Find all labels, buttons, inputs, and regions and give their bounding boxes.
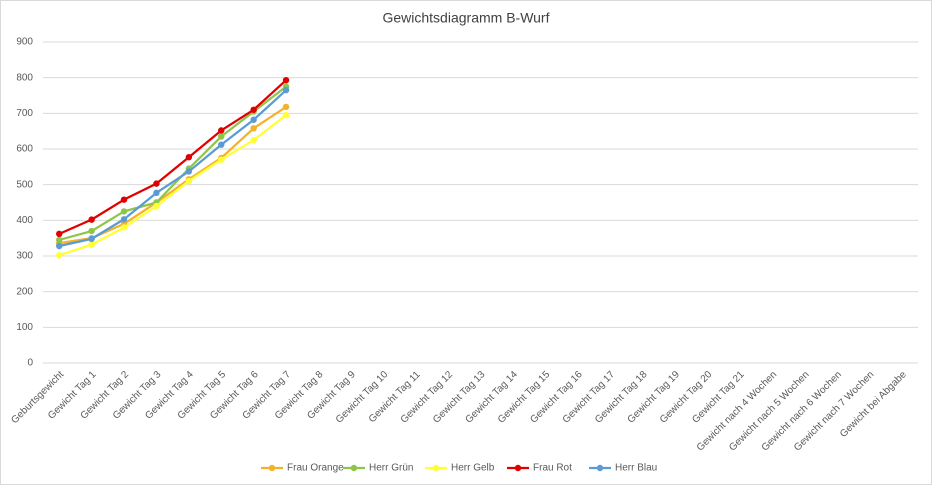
data-point	[250, 136, 257, 144]
legend-marker	[432, 464, 440, 472]
data-point	[56, 242, 63, 250]
y-tick-label: 500	[16, 179, 33, 190]
y-tick-label: 0	[27, 358, 33, 369]
data-point	[185, 168, 193, 175]
y-tick-label: 800	[16, 72, 33, 83]
data-point	[250, 116, 257, 123]
y-tick-label: 700	[16, 108, 33, 119]
y-tick-label: 400	[16, 215, 33, 226]
legend-marker	[350, 464, 358, 472]
data-point	[218, 156, 225, 163]
y-tick-label: 100	[16, 322, 33, 333]
legend-marker	[596, 464, 604, 472]
data-point	[218, 141, 225, 148]
data-point	[153, 202, 160, 210]
data-point	[153, 189, 160, 197]
y-tick-label: 600	[16, 144, 33, 155]
legend-label: Herr Gelb	[451, 463, 495, 474]
y-tick-label: 300	[16, 251, 33, 262]
data-point	[282, 86, 290, 94]
y-tick-label: 200	[16, 286, 33, 297]
legend-marker	[268, 464, 276, 472]
data-point	[282, 103, 290, 111]
data-point	[120, 208, 128, 215]
data-point	[218, 127, 225, 134]
legend-label: Frau Rot	[533, 463, 572, 474]
chart-title: Gewichtsdiagramm B-Wurf	[382, 10, 549, 26]
data-point	[120, 224, 128, 231]
data-point	[218, 133, 225, 140]
legend-label: Frau Orange	[287, 463, 344, 474]
data-point	[88, 216, 95, 223]
y-tick-label: 900	[16, 37, 33, 48]
series-line	[58, 89, 287, 248]
legend-label: Herr Grün	[369, 463, 413, 474]
data-point	[250, 106, 257, 113]
data-point	[120, 216, 128, 223]
data-point	[88, 235, 95, 243]
legend-marker	[514, 464, 522, 472]
series-line	[58, 114, 287, 257]
data-point	[88, 227, 95, 235]
data-point	[282, 111, 290, 119]
data-point	[56, 230, 63, 238]
data-point	[185, 154, 193, 161]
legend-label: Herr Blau	[615, 463, 657, 474]
data-point	[88, 241, 95, 248]
data-point	[250, 125, 257, 132]
data-point	[282, 76, 290, 84]
data-point	[56, 236, 63, 244]
data-point	[153, 180, 160, 187]
series-line	[58, 79, 287, 235]
data-point	[120, 196, 128, 203]
series-line	[58, 85, 287, 242]
data-point	[185, 177, 193, 185]
data-point	[56, 252, 63, 259]
